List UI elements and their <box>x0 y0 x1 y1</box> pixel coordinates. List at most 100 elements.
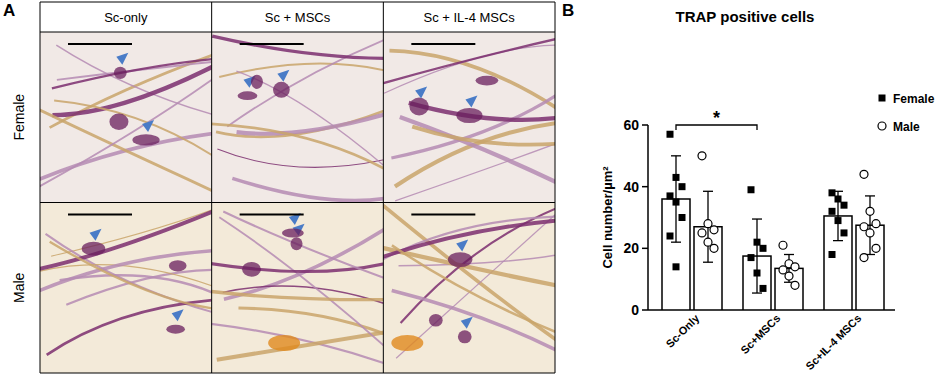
data-point <box>673 199 680 206</box>
arrowhead <box>142 120 154 132</box>
plot-data <box>662 131 884 310</box>
scale-bar <box>411 43 475 45</box>
data-point <box>785 272 793 280</box>
tissue-fibre <box>52 58 212 88</box>
micrograph <box>376 203 565 374</box>
y-axis-label: Cell number/µm² <box>600 166 615 269</box>
error-cap <box>671 242 681 243</box>
arrowhead <box>277 70 289 82</box>
y-tick <box>642 186 648 188</box>
scale-bar <box>240 43 304 45</box>
arrowhead <box>90 229 102 241</box>
arrowhead <box>415 86 427 98</box>
row-header: Female <box>11 94 27 141</box>
tissue-fibre <box>400 117 555 186</box>
x-tick-label: Sc-Only <box>664 311 703 350</box>
scale-bar <box>240 214 304 216</box>
tissue-fibre <box>227 36 383 126</box>
stained-cell <box>458 330 472 343</box>
tissue-fibre <box>51 206 212 256</box>
tissue-fibre <box>212 323 384 366</box>
micrograph <box>203 32 394 203</box>
panel-border <box>40 202 555 203</box>
tissue-fibre <box>392 245 555 335</box>
tissue-fibre <box>383 220 555 259</box>
tissue-fibre <box>47 299 212 355</box>
micrograph-content <box>212 32 384 203</box>
micrograph-content <box>40 32 212 203</box>
micrograph <box>381 32 565 203</box>
data-point <box>872 220 880 228</box>
data-point <box>841 229 848 236</box>
panel-border <box>555 2 556 373</box>
x-tick-label: Sc+IL-4 MSCs <box>803 312 863 372</box>
column-header: Sc + IL-4 MSCs <box>423 10 515 25</box>
tissue-fibre <box>40 265 212 290</box>
tissue-fibre <box>216 107 383 137</box>
error-cap <box>833 240 843 241</box>
tissue-fibre <box>232 178 383 200</box>
stained-cell <box>114 67 127 79</box>
legend-marker <box>878 122 886 130</box>
data-point <box>704 238 712 246</box>
data-point <box>866 207 874 215</box>
tissue-fibre <box>212 262 384 272</box>
scale-bar <box>68 43 132 45</box>
stained-cell <box>169 260 187 271</box>
y-tick <box>642 248 648 250</box>
panel-border <box>211 2 212 373</box>
column-header: Sc-only <box>104 10 148 25</box>
tissue-fibre <box>40 73 212 190</box>
stained-cell <box>273 82 290 98</box>
error-cap <box>752 218 762 219</box>
tissue-fibre <box>40 108 212 195</box>
legend: FemaleMale <box>878 92 935 134</box>
scale-bar <box>411 214 475 216</box>
panel-border <box>40 32 555 33</box>
panel-a: Sc-onlySc + MSCsSc + IL-4 MSCsFemaleMale <box>11 2 565 373</box>
data-point <box>760 285 767 292</box>
tissue-fibre <box>217 149 383 167</box>
data-point <box>754 270 761 277</box>
stained-cell <box>409 98 428 116</box>
y-tick-label: 20 <box>623 240 639 256</box>
data-point <box>829 208 836 215</box>
bar <box>775 268 803 310</box>
y-tick-label: 60 <box>623 117 639 133</box>
stained-cell <box>456 108 482 123</box>
error-bar <box>671 156 681 242</box>
tissue-fibre <box>238 308 383 337</box>
data-point <box>829 251 836 258</box>
tissue-fibre <box>383 246 555 287</box>
micrograph-content <box>40 203 212 374</box>
pigment <box>268 335 300 351</box>
tissue-fibre <box>40 250 212 294</box>
stained-cell <box>109 114 128 130</box>
panel-label: A <box>3 1 15 20</box>
stained-cell <box>475 76 498 86</box>
error-cap <box>752 292 762 293</box>
tissue-fibre <box>383 37 555 84</box>
tissue-fibre <box>217 331 384 360</box>
data-point <box>860 254 868 262</box>
legend-marker <box>879 95 886 102</box>
data-point <box>860 170 868 178</box>
pigment <box>391 335 423 351</box>
bar <box>694 227 722 310</box>
data-point <box>835 196 842 203</box>
tissue-fibre <box>395 140 555 200</box>
error-stem <box>756 219 757 293</box>
data-point <box>710 244 718 252</box>
legend-label: Female <box>893 92 935 106</box>
y-tick-label: 0 <box>631 302 639 318</box>
stained-cell <box>448 252 472 267</box>
data-point <box>779 266 787 274</box>
error-cap <box>703 262 713 263</box>
tissue-fibre <box>212 36 383 58</box>
stained-cell <box>132 134 159 145</box>
chart-title: TRAP positive cells <box>676 8 815 25</box>
data-point <box>779 241 787 249</box>
data-point <box>791 263 799 271</box>
data-point <box>829 189 836 196</box>
panel-border <box>40 2 555 3</box>
